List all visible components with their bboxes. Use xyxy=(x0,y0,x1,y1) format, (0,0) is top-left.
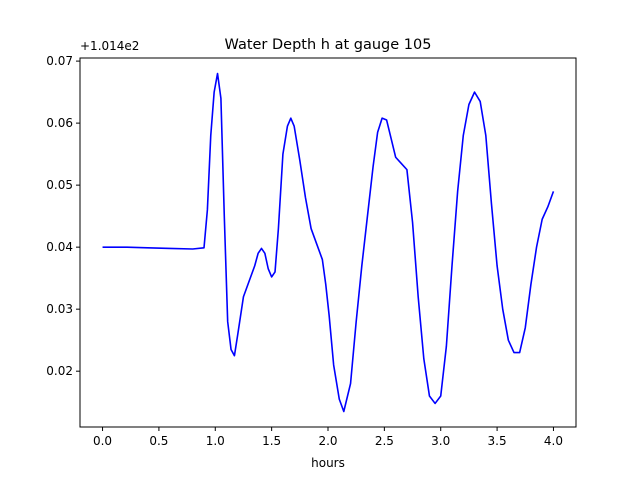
x-tick-label: 3.5 xyxy=(488,434,507,448)
y-tick-label: 0.05 xyxy=(46,178,73,192)
y-tick-label: 0.02 xyxy=(46,364,73,378)
x-tick-label: 1.0 xyxy=(206,434,225,448)
x-axis-label: hours xyxy=(311,456,345,470)
x-tick-label: 1.5 xyxy=(262,434,281,448)
y-tick-label: 0.06 xyxy=(46,116,73,130)
x-tick-label: 3.0 xyxy=(431,434,450,448)
x-axis: 0.0 0.5 1.0 1.5 2.0 2.5 3.0 3.5 4.0 xyxy=(93,427,563,448)
series-line-0 xyxy=(102,72,555,413)
x-tick-label: 0.0 xyxy=(93,434,112,448)
y-tick-label: 0.03 xyxy=(46,302,73,316)
y-offset-label: +1.014e2 xyxy=(80,39,139,53)
series-layer xyxy=(102,72,555,413)
y-axis: 0.02 0.03 0.04 0.05 0.06 0.07 xyxy=(46,54,80,378)
y-tick-label: 0.07 xyxy=(46,54,73,68)
x-tick-label: 0.5 xyxy=(149,434,168,448)
chart-title: Water Depth h at gauge 105 xyxy=(225,37,432,53)
x-tick-label: 4.0 xyxy=(544,434,563,448)
y-tick-label: 0.04 xyxy=(46,240,73,254)
x-tick-label: 2.0 xyxy=(318,434,337,448)
x-tick-label: 2.5 xyxy=(375,434,394,448)
